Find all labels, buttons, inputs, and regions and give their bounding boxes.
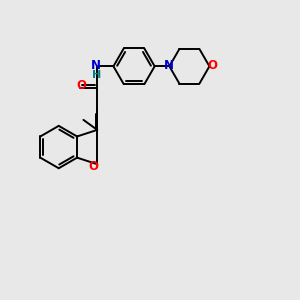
Text: N: N [92,59,101,72]
Text: O: O [76,79,86,92]
Text: O: O [88,160,98,173]
Text: O: O [207,59,218,72]
Text: N: N [164,59,174,72]
Text: H: H [92,70,101,80]
